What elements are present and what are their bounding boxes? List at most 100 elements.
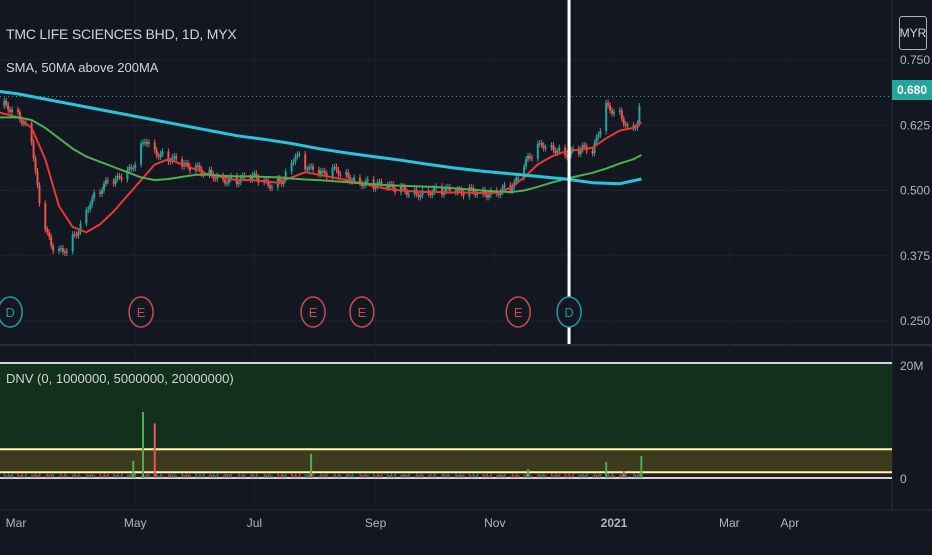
volume-bar (433, 473, 436, 478)
candle-body (237, 182, 240, 185)
volume-bar (89, 474, 92, 478)
candle-body (89, 204, 92, 210)
volume-bar (62, 476, 64, 478)
candle-body (169, 160, 172, 162)
indicator-label[interactable]: SMA, 50MA above 200MA (6, 60, 159, 75)
time-tick-label: Mar (6, 516, 27, 530)
volume-bar (363, 474, 365, 478)
volume-bar (130, 474, 133, 478)
volume-bar (367, 474, 369, 478)
volume-bar (611, 473, 614, 478)
candle-body (120, 176, 123, 180)
volume-bar (263, 473, 266, 478)
volume-bar (349, 475, 352, 478)
candle-body (106, 180, 109, 182)
candle-body (57, 248, 60, 251)
volume-bar (427, 475, 430, 478)
candle-body (626, 124, 629, 126)
candle-body (429, 193, 432, 196)
candle-body (171, 157, 174, 161)
candle-body (407, 194, 410, 196)
volume-bar (36, 475, 39, 478)
volume-bar (173, 473, 176, 478)
currency-button[interactable]: MYR (899, 16, 927, 50)
volume-bar (78, 473, 80, 478)
volume-bar (558, 474, 561, 478)
volume-bar (406, 474, 408, 478)
time-tick-label: Sep (365, 516, 387, 530)
volume-bar (443, 474, 445, 478)
candle-body (460, 189, 463, 194)
volume-bar (60, 473, 62, 478)
volume-bar (613, 475, 615, 478)
volume-bar (568, 473, 571, 478)
volume-bar (203, 473, 205, 478)
candle-body (59, 248, 62, 250)
candle-body (419, 195, 422, 198)
candle-body (501, 186, 504, 192)
volume-bar (269, 473, 272, 478)
volume-bar (418, 475, 420, 478)
time-tick-label: Nov (484, 516, 505, 530)
volume-bar (320, 473, 322, 478)
candle-body (104, 180, 107, 184)
candle-body (126, 169, 129, 180)
volume-bar (322, 474, 324, 478)
volume-bar (306, 474, 309, 478)
volume-bar (378, 475, 381, 478)
volume-bar (216, 473, 219, 478)
event-marker-label: D (564, 305, 573, 320)
price-tick-label: 0.750 (900, 53, 930, 67)
candle-body (210, 169, 213, 175)
volume-bar (285, 474, 287, 478)
volume-bar (185, 473, 188, 478)
candle-body (46, 229, 49, 233)
volume-bar (103, 473, 105, 478)
candle-body (87, 209, 90, 211)
candle-body (63, 251, 66, 253)
volume-indicator-label[interactable]: DNV (0, 1000000, 5000000, 20000000) (6, 371, 234, 386)
volume-bar (572, 473, 574, 478)
volume-bar (408, 473, 410, 478)
volume-bar (470, 476, 473, 478)
candle-body (294, 156, 297, 162)
volume-bar (126, 474, 129, 478)
volume-bar (169, 474, 172, 478)
candle-body (552, 145, 555, 151)
volume-bar (230, 473, 232, 478)
volume-bar (324, 474, 326, 478)
volume-bar (498, 473, 500, 478)
candle-body (624, 124, 627, 126)
event-marker-label: E (309, 305, 318, 320)
candle-body (349, 177, 352, 182)
candle-body (61, 248, 64, 252)
volume-bar (638, 474, 641, 478)
candle-body (175, 156, 178, 160)
candle-body (310, 166, 313, 168)
volume-bar (593, 473, 596, 478)
volume-bar (607, 473, 610, 478)
candle-body (618, 110, 621, 113)
volume-bar (195, 473, 197, 478)
candle-body (591, 151, 594, 154)
volume-bar (281, 473, 283, 478)
candle-body (153, 142, 156, 151)
volume-bar (570, 475, 573, 478)
price-tick-label: 0.625 (900, 118, 930, 132)
volume-bar (404, 474, 406, 478)
candle-body (462, 193, 465, 197)
volume-bar (146, 473, 148, 478)
candle-body (50, 236, 53, 246)
volume-bar (214, 475, 217, 478)
volume-bar (224, 473, 227, 478)
volume-bar (459, 473, 461, 478)
volume-bar (308, 473, 311, 478)
volume-bar (504, 473, 506, 478)
volume-bar (429, 473, 432, 478)
candle-body (65, 251, 68, 253)
candle-body (540, 143, 543, 145)
candle-body (622, 118, 625, 125)
volume-bar (25, 473, 27, 478)
volume-bar (523, 474, 526, 478)
